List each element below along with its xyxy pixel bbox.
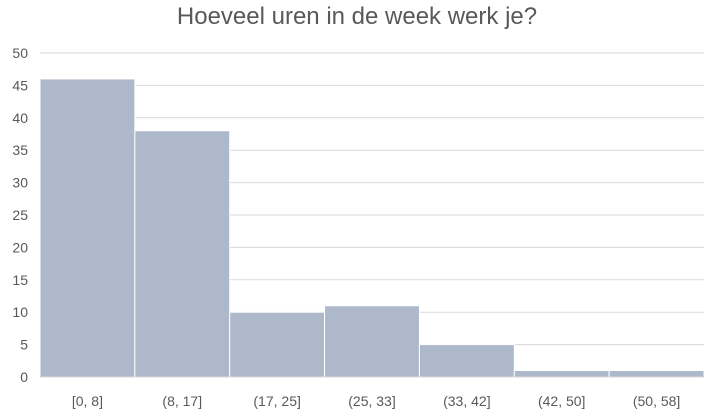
tick-labels: 0 5 10 15 20 25 30 35 40 45 50 [0, 8] (8, 17] (17, 25… (12, 45, 680, 409)
y-tick-label: 5 (20, 337, 28, 353)
y-tick-label: 20 (12, 239, 28, 255)
x-tick-label: (17, 25] (253, 393, 300, 409)
x-tick-label: (33, 42] (443, 393, 490, 409)
y-tick-label: 50 (12, 45, 28, 61)
histogram-bar (39, 78, 136, 378)
y-tick-label: 40 (12, 110, 28, 126)
histogram-bar (608, 370, 705, 378)
y-tick-label: 35 (12, 142, 28, 158)
histogram-bar (324, 305, 420, 378)
histogram-bar (134, 130, 231, 378)
chart-title: Hoeveel uren in de week werk je? (176, 3, 538, 30)
x-tick-label: [0, 8] (72, 393, 103, 409)
y-tick-label: 30 (12, 175, 28, 191)
histogram-bar (229, 311, 326, 378)
x-tick-label: (50, 58] (633, 393, 680, 409)
x-tick-label: (42, 50] (538, 393, 585, 409)
y-tick-label: 25 (12, 207, 28, 223)
x-tick-label: (25, 33] (348, 393, 395, 409)
histogram-bar (418, 344, 515, 378)
y-tick-label: 0 (20, 369, 28, 385)
bars (39, 78, 705, 378)
histogram-bar (513, 370, 610, 378)
y-tick-label: 15 (12, 272, 28, 288)
x-tick-label: (8, 17] (162, 393, 202, 409)
y-tick-label: 10 (12, 304, 28, 320)
y-tick-label: 45 (12, 77, 28, 93)
